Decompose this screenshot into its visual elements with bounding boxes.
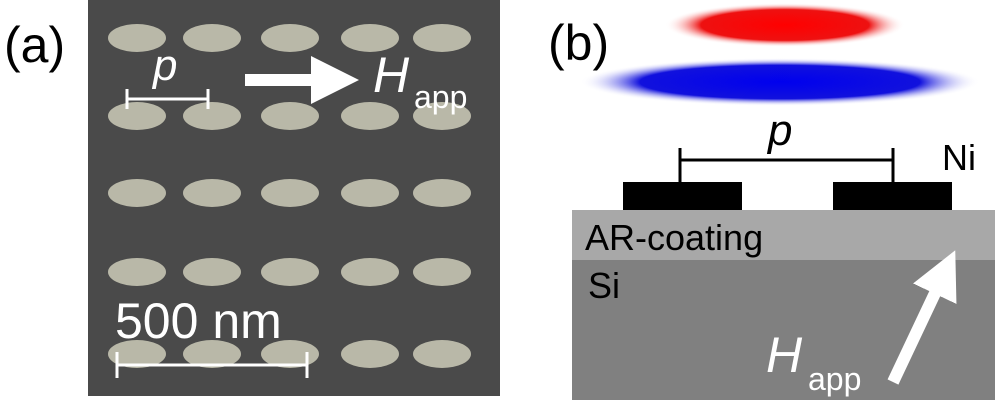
substrate-label: Si (588, 265, 620, 306)
nanodot (341, 340, 399, 368)
panel-label: (b) (548, 15, 609, 71)
nanodot (261, 24, 319, 52)
nanodot (183, 179, 241, 207)
nanodot (108, 258, 166, 286)
nanodot (413, 340, 471, 368)
nanodot (108, 179, 166, 207)
period-label: p (766, 106, 792, 155)
scale-label: 500 nm (115, 293, 282, 349)
panel-label: (a) (4, 17, 65, 73)
nanodot (183, 102, 241, 130)
ni-element (623, 182, 742, 210)
nanodot (261, 258, 319, 286)
nanodot (413, 258, 471, 286)
field-subscript: app (414, 79, 467, 115)
nanodot (261, 179, 319, 207)
nanodot (108, 102, 166, 130)
nanodot (341, 258, 399, 286)
field-subscript: app (808, 361, 861, 397)
field-label: H (373, 47, 410, 103)
coating-label: AR-coating (585, 217, 763, 258)
nanodot (183, 24, 241, 52)
nanodot (261, 102, 319, 130)
field-label: H (766, 327, 803, 383)
ni-element (833, 182, 952, 210)
metal-label: Ni (942, 137, 976, 178)
red-beam (665, 3, 905, 47)
figure: (a) p H app 500 nm (b) p Ni AR-coating S… (0, 0, 995, 400)
blue-beam (580, 58, 980, 106)
period-label: p (151, 41, 177, 90)
nanodot (413, 24, 471, 52)
nanodot (341, 102, 399, 130)
nanodot (413, 179, 471, 207)
nanodot (183, 258, 241, 286)
nanodot (341, 179, 399, 207)
